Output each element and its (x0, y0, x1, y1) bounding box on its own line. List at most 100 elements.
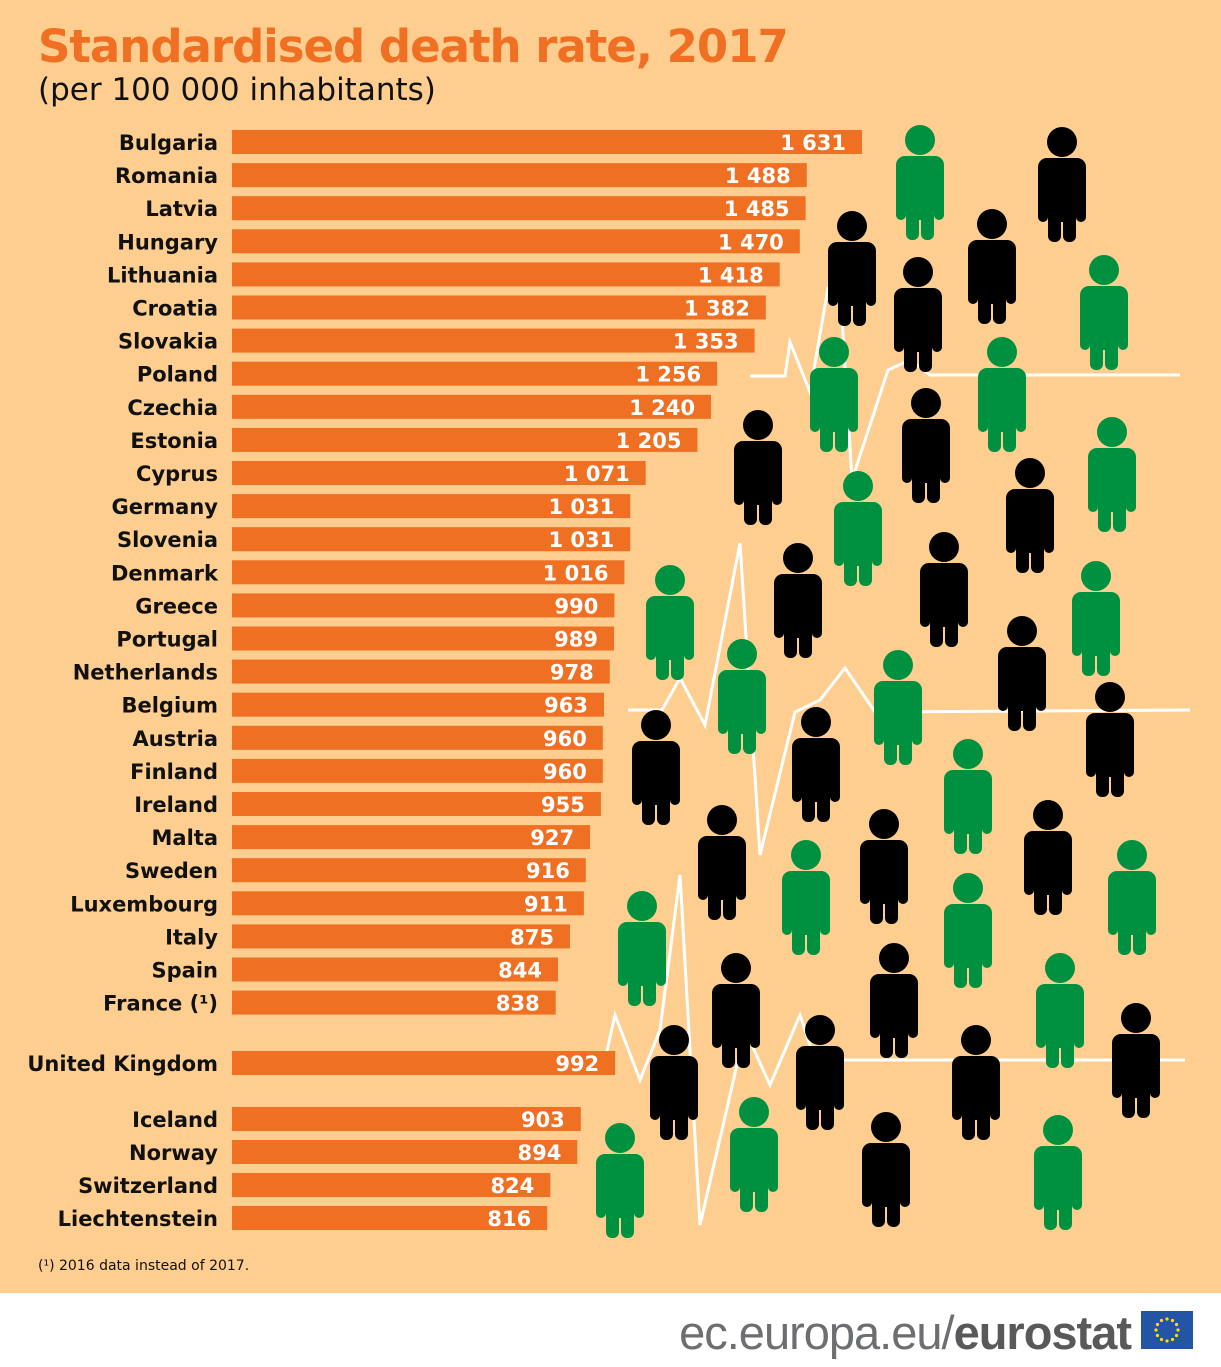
category-label: Portugal (116, 628, 218, 652)
bar (232, 1140, 578, 1164)
value-label: 1 488 (725, 164, 791, 188)
person-green-icon (1072, 561, 1120, 676)
value-label: 1 470 (718, 230, 784, 254)
bar (232, 891, 584, 916)
value-label: 1 353 (673, 330, 739, 354)
value-label: 1 031 (548, 528, 614, 552)
value-label: 1 382 (684, 297, 750, 321)
category-label: Bulgaria (119, 131, 218, 155)
category-label: Luxembourg (70, 892, 218, 916)
person-black-icon (1086, 682, 1134, 797)
bar (232, 394, 711, 419)
category-label: Switzerland (78, 1174, 218, 1198)
bar (232, 1051, 616, 1075)
person-black-icon (860, 809, 908, 924)
value-label: 989 (554, 628, 598, 652)
person-black-icon (712, 953, 760, 1068)
infographic: Standardised death rate, 2017 (per 100 0… (0, 0, 1221, 1293)
value-label: 903 (521, 1108, 565, 1132)
person-black-icon (774, 543, 822, 658)
value-label: 1 631 (780, 131, 846, 155)
value-label: 1 240 (629, 396, 695, 420)
category-label: Romania (115, 164, 218, 188)
person-black-icon (1006, 458, 1054, 573)
person-black-icon (1112, 1003, 1160, 1118)
person-green-icon (718, 639, 766, 754)
person-green-icon (730, 1097, 778, 1212)
bar (232, 262, 780, 287)
star-icon (1170, 1318, 1175, 1323)
person-black-icon (998, 616, 1046, 731)
value-label: 1 418 (698, 263, 764, 287)
bar (232, 1206, 548, 1230)
bar (232, 593, 615, 618)
person-black-icon (968, 209, 1016, 324)
heartbeat-line (628, 542, 1191, 856)
person-green-icon (1080, 255, 1128, 370)
person-green-icon (978, 337, 1026, 452)
person-black-icon (902, 388, 950, 503)
bar (232, 527, 631, 552)
star-icon (1154, 1328, 1158, 1332)
value-label: 824 (490, 1174, 534, 1198)
bar (232, 858, 586, 883)
category-label: Iceland (132, 1108, 218, 1132)
category-label: Denmark (111, 561, 219, 585)
eurostat-logo[interactable]: ec.europa.eu/eurostat (679, 1305, 1132, 1360)
category-label: Lithuania (107, 263, 218, 287)
person-green-icon (782, 840, 830, 955)
category-label: Czechia (127, 396, 218, 420)
value-label: 894 (517, 1141, 561, 1165)
value-label: 844 (498, 959, 542, 983)
bar (232, 560, 625, 585)
bar (232, 163, 807, 188)
category-label: Norway (129, 1141, 218, 1165)
person-green-icon (896, 125, 944, 240)
bar (232, 659, 610, 684)
bar (232, 758, 603, 783)
category-label: Malta (152, 826, 218, 850)
chart-subtitle: (per 100 000 inhabitants) (38, 72, 436, 108)
brand-domain: ec.europa.eu/ (679, 1306, 954, 1359)
category-label: Estonia (130, 429, 218, 453)
category-label: Sweden (125, 859, 218, 883)
person-green-icon (834, 471, 882, 586)
eu-flag-icon (1141, 1311, 1193, 1349)
bar (232, 792, 601, 816)
bar (232, 427, 698, 452)
star-icon (1165, 1339, 1169, 1343)
star-icon (1174, 1322, 1179, 1327)
person-black-icon (698, 805, 746, 920)
person-black-icon (828, 211, 876, 326)
category-label: Spain (152, 959, 218, 983)
category-label: Croatia (132, 297, 218, 321)
category-label: Liechtenstein (58, 1207, 218, 1231)
category-label: Netherlands (73, 661, 218, 685)
category-label: Finland (130, 760, 218, 784)
value-label: 1 256 (635, 363, 701, 387)
person-green-icon (944, 739, 992, 854)
person-green-icon (874, 650, 922, 765)
person-green-icon (1034, 1115, 1082, 1230)
person-green-icon (618, 891, 666, 1006)
bar (232, 990, 556, 1015)
person-green-icon (1088, 417, 1136, 532)
star-icon (1174, 1333, 1179, 1338)
star-icon (1170, 1337, 1175, 1342)
value-label: 978 (550, 661, 594, 685)
category-label: Hungary (117, 230, 218, 254)
star-icon (1159, 1318, 1164, 1323)
bar (232, 196, 806, 221)
value-label: 992 (555, 1052, 599, 1076)
bar (232, 461, 646, 485)
value-label: 838 (496, 992, 540, 1016)
value-label: 955 (541, 793, 585, 817)
category-label: Slovakia (118, 330, 218, 354)
value-label: 911 (524, 892, 568, 916)
bar (232, 924, 570, 949)
category-label: Italy (165, 925, 218, 949)
bar (232, 229, 800, 254)
star-icon (1155, 1333, 1160, 1338)
star-icon (1165, 1317, 1169, 1321)
person-black-icon (920, 532, 968, 647)
